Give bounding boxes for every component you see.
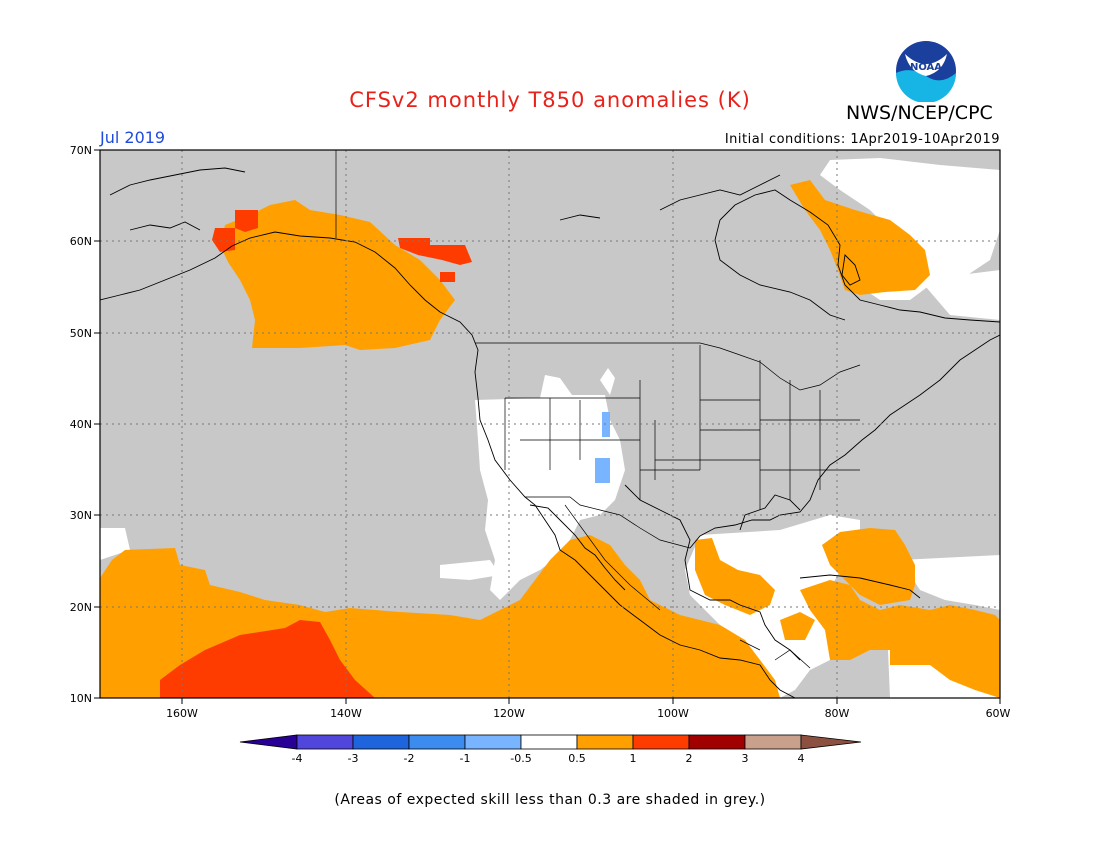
legend-swatch [296, 734, 354, 750]
legend-tick-label: 2 [686, 752, 693, 765]
legend-arrow-right [800, 734, 862, 750]
legend-swatch [464, 734, 522, 750]
legend-tick-label: -1 [460, 752, 471, 765]
lon-label: 160W [166, 707, 198, 720]
legend-swatch [632, 734, 690, 750]
strong-positive-anomaly-areas [160, 210, 472, 698]
legend-swatch [688, 734, 746, 750]
lat-label: 30N [70, 509, 92, 522]
lat-label: 40N [70, 418, 92, 431]
legend-tick-label: -0.5 [510, 752, 531, 765]
initial-conditions: Initial conditions: 1Apr2019-10Apr2019 [724, 132, 1000, 147]
legend-swatch [744, 734, 802, 750]
lon-label: 100W [657, 707, 689, 720]
lon-label: 140W [330, 707, 362, 720]
legend-swatch [352, 734, 410, 750]
lat-label: 50N [70, 327, 92, 340]
political-borders [335, 150, 861, 669]
legend-tick-label: 1 [630, 752, 637, 765]
legend-arrow-left [239, 734, 298, 750]
legend-tick-label: -2 [404, 752, 415, 765]
lat-label: 70N [70, 144, 92, 157]
noaa-logo: NOAA [896, 41, 956, 102]
lon-label: 60W [986, 707, 1011, 720]
lon-label: 80W [825, 707, 850, 720]
agency-label: NWS/NCEP/CPC [846, 102, 993, 124]
legend-swatch [576, 734, 634, 750]
legend-tick-label: 0.5 [568, 752, 586, 765]
legend-tick-label: -3 [348, 752, 359, 765]
logo-text: NOAA [910, 62, 942, 73]
legend-swatch [408, 734, 466, 750]
legend-tick-label: 4 [798, 752, 805, 765]
coastlines [100, 167, 1000, 698]
skill-footnote: (Areas of expected skill less than 0.3 a… [334, 792, 766, 808]
graticule [100, 150, 1000, 698]
lat-label: 60N [70, 235, 92, 248]
lat-label: 10N [70, 692, 92, 705]
color-legend [239, 734, 862, 750]
legend-tick-label: -4 [292, 752, 303, 765]
lon-label: 120W [493, 707, 525, 720]
axis-ticks [94, 149, 1001, 704]
map-title: CFSv2 monthly T850 anomalies (K) [349, 88, 751, 112]
forecast-month: Jul 2019 [100, 128, 166, 147]
lat-label: 20N [70, 601, 92, 614]
legend-tick-label: 3 [742, 752, 749, 765]
legend-swatch [520, 734, 578, 750]
